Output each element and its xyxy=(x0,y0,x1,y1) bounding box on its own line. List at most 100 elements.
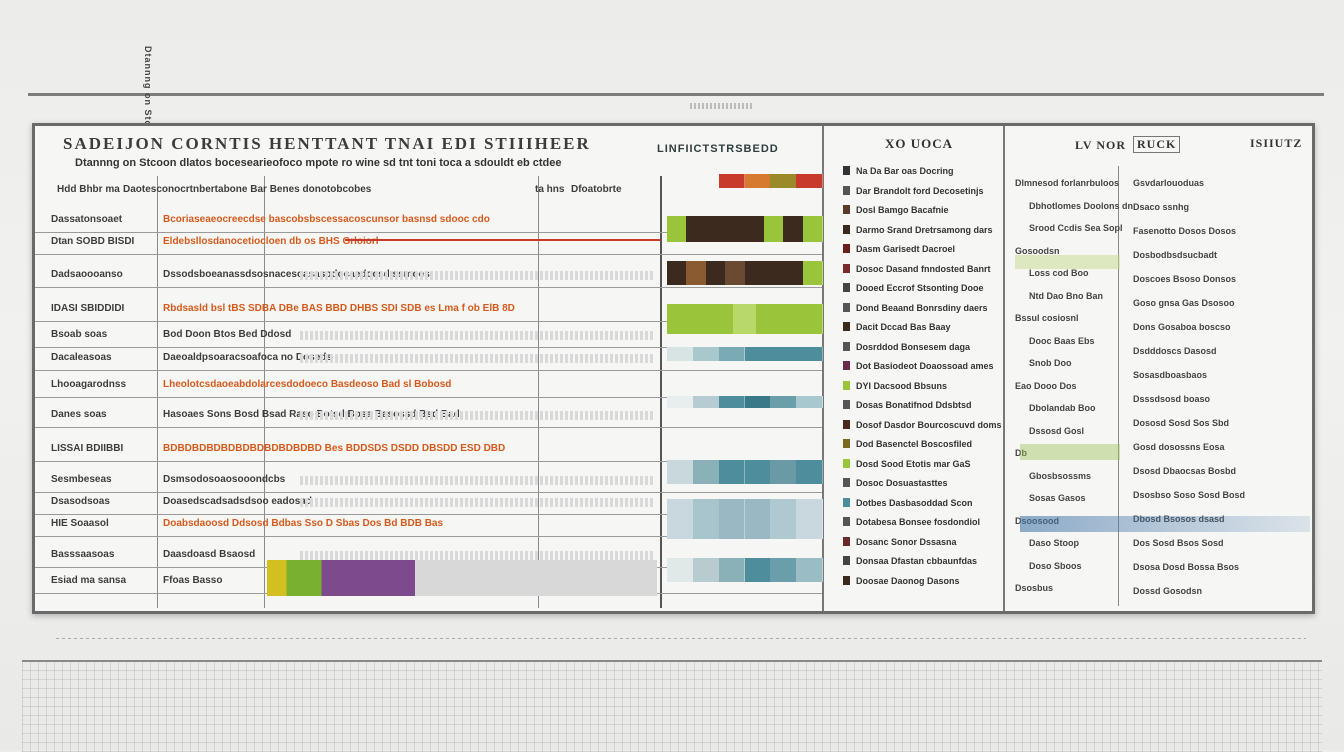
middle-panel-list: Na Da Bar oas Docring Dar Brandolt ford D… xyxy=(835,126,1002,606)
table-row-label: LISSAI BDIIBBI xyxy=(51,443,124,454)
middle-panel-item-label: Dotabesa Bonsee fosdondiol xyxy=(856,517,981,527)
middle-panel-item-label: Dacit Dccad Bas Baay xyxy=(856,322,951,332)
right-panel-item: Srood Ccdis Sea Sopl xyxy=(1029,223,1123,233)
legend-bar-segment xyxy=(667,261,688,285)
table-row-label: Basssaasoas xyxy=(51,549,115,560)
legend-bar-segment xyxy=(744,261,765,285)
table-row-label: Bsoab soas xyxy=(51,329,108,340)
right-panel-item: Dsssdsosd boaso xyxy=(1133,394,1211,404)
legend-swatch xyxy=(843,400,850,409)
side-caption: Dtannng on Stcoon dlatos bocesearieofoco… xyxy=(0,46,153,534)
table-header-cell: Dfoatobrte xyxy=(571,184,622,195)
table-column-divider xyxy=(157,176,158,608)
right-panel-item: Gosd dosossns Eosa xyxy=(1133,442,1225,452)
legend-bar-segment xyxy=(796,174,823,188)
legend-swatch xyxy=(843,205,850,214)
right-panel-item: Dsosbso Soso Sosd Bosd xyxy=(1133,490,1246,500)
right-panel-item: Doscoes Bsoso Donsos xyxy=(1133,274,1237,284)
legend-bar-segment xyxy=(796,499,823,539)
legend-swatch xyxy=(843,361,850,370)
legend-bar-segment xyxy=(667,499,694,539)
legend-bar-segment xyxy=(744,460,772,484)
legend-bar-segment xyxy=(770,499,798,539)
panel-divider-left xyxy=(822,126,824,611)
legend-bar-segment xyxy=(796,558,823,582)
table-column-divider xyxy=(538,176,539,608)
legend-bar xyxy=(667,261,823,285)
right-panel-item: Daso Stoop xyxy=(1029,538,1080,548)
legend-bar-segment xyxy=(692,396,720,408)
middle-panel-item-label: Dar Brandolt ford Decosetinjs xyxy=(856,185,984,196)
right-panel-item: Sosas Gasos xyxy=(1029,493,1086,503)
legend-bar-segment xyxy=(744,396,772,408)
table-row-dots xyxy=(300,551,655,560)
middle-panel-item: Dod Basenctel Boscosfiled xyxy=(843,439,972,449)
right-panel-item: Dos Sosd Bsos Sosd xyxy=(1133,538,1224,548)
middle-panel-item-label: Donsaa Dfastan cbbaunfdas xyxy=(856,556,978,566)
timeline-red-line xyxy=(345,239,660,241)
highlight-strip xyxy=(1020,444,1120,460)
right-panel-item: Eao Dooo Dos xyxy=(1015,380,1077,391)
table-row-label: Dtan SOBD BISDI xyxy=(51,236,135,247)
table-row-label: Dacaleasoas xyxy=(51,352,112,363)
legend-swatch xyxy=(843,458,850,468)
legend-bar-segment xyxy=(692,499,720,539)
table-row-label: Lhooagarodnss xyxy=(51,379,127,390)
middle-panel-item: Dosrddod Bonsesem daga xyxy=(843,341,971,352)
legend-bar-segment xyxy=(718,174,746,188)
middle-panel-item-label: Dosrddod Bonsesem daga xyxy=(856,341,971,352)
right-panel-item: Snob Doo xyxy=(1029,358,1072,368)
legend-bar-segment xyxy=(692,174,720,188)
right-panel-item: Doso Sboos xyxy=(1029,560,1082,571)
middle-panel-item: Dotabesa Bonsee fosdondiol xyxy=(843,517,980,527)
middle-panel-item: Doosae Daonog Dasons xyxy=(843,575,960,586)
legend-bar-segment xyxy=(692,460,720,484)
legend-swatch xyxy=(843,575,850,585)
middle-panel-item-label: Dosanc Sonor Dssasna xyxy=(856,536,957,547)
table-row-rule xyxy=(35,536,822,537)
legend-bar xyxy=(667,174,823,188)
middle-panel-item-label: Darmo Srand Dretrsamong dars xyxy=(856,224,993,235)
legend-bar-segment xyxy=(692,347,720,361)
table-row-value: Rbdsasld bsl tBS SDBA DBe BAS BBD DHBS S… xyxy=(163,303,515,314)
right-panel-item: Dossd Gosodsn xyxy=(1133,586,1203,596)
table-row-value: Bod Doon Btos Bed Ddosd xyxy=(163,329,292,340)
right-panel-item: Db xyxy=(1015,448,1027,458)
legend-swatch xyxy=(843,478,850,487)
legend-bar-segment xyxy=(796,396,823,408)
table-row-label: Esiad ma sansa xyxy=(51,575,127,586)
legend-bar-segment xyxy=(783,216,804,242)
middle-panel-item: Dosd Sood Etotis mar GaS xyxy=(843,458,971,469)
right-panel-item: Dlmnesod forlanrbuloos xyxy=(1015,178,1120,188)
legend-bar-segment xyxy=(796,460,823,484)
bottom-grid xyxy=(22,660,1322,752)
legend-bar-segment xyxy=(711,304,735,334)
right-panel-item: Gosoodsn xyxy=(1015,245,1060,256)
legend-bar xyxy=(667,304,823,334)
table-row-rule xyxy=(35,461,822,462)
timeline-strip xyxy=(267,560,657,596)
middle-panel-item: Dosoc Dosuastasttes xyxy=(843,478,948,488)
middle-panel-item: Donsaa Dfastan cbbaunfdas xyxy=(843,556,977,566)
table-row-label: Dadsaoooanso xyxy=(51,269,123,280)
legend-bar-segment xyxy=(744,174,772,188)
legend-bar-segment xyxy=(770,347,798,361)
panel-divider-right xyxy=(1003,126,1005,611)
table-row-rule xyxy=(35,232,822,233)
middle-panel-title: XO UOCA xyxy=(885,136,954,151)
middle-panel-item: Dasm Garisedt Dacroel xyxy=(843,244,955,254)
right-panel-col1: Dlmnesod forlanrbuloos Dbhotlomes Doolons… xyxy=(1015,126,1133,606)
table-row-label: Danes soas xyxy=(51,409,107,420)
middle-panel-item-label: Dosof Dasdor Bourcoscuvd doms xyxy=(856,419,1002,430)
middle-panel-item: Na Da Bar oas Docring xyxy=(843,166,954,176)
table-row-value: Lheolotcsdaoeabdolarcesdodoeco Basdeoso … xyxy=(163,379,452,390)
legend-bar-segment xyxy=(733,304,757,334)
table-row-label: HIE Soaasol xyxy=(51,518,109,529)
right-panel-item: Dosbodbsdsucbadt xyxy=(1133,250,1218,260)
right-panel-item: Sosasdboasbaos xyxy=(1133,370,1208,380)
table-row-rule xyxy=(35,492,822,493)
right-panel-item: Dososd Sosd Sos Sbd xyxy=(1133,418,1230,428)
middle-panel-item: Dooed Eccrof Stsonting Dooe xyxy=(843,283,984,293)
right-panel-item: Dsosbus xyxy=(1015,583,1054,593)
middle-panel-item: Darmo Srand Dretrsamong dars xyxy=(843,224,993,235)
